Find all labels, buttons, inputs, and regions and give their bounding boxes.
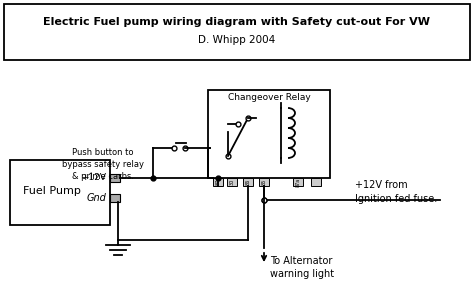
- Bar: [213, 178, 223, 186]
- Text: Gnd: Gnd: [86, 193, 106, 203]
- Text: 87: 87: [216, 179, 220, 185]
- Bar: [311, 178, 321, 186]
- Bar: [10, 160, 110, 225]
- Text: 30: 30: [229, 179, 235, 185]
- Text: Fuel Pump: Fuel Pump: [23, 186, 81, 196]
- Text: D. Whipp 2004: D. Whipp 2004: [199, 35, 275, 45]
- Text: Electric Fuel pump wiring diagram with Safety cut-out For VW: Electric Fuel pump wiring diagram with S…: [44, 17, 430, 27]
- Bar: [227, 178, 237, 186]
- Text: 87a: 87a: [295, 177, 301, 187]
- Bar: [293, 178, 303, 186]
- Bar: [208, 90, 330, 178]
- Text: 86: 86: [246, 179, 250, 185]
- Bar: [243, 178, 253, 186]
- Bar: [110, 194, 120, 202]
- Text: +12V: +12V: [81, 173, 106, 183]
- Bar: [259, 178, 269, 186]
- Text: 85: 85: [262, 179, 266, 185]
- Text: To Alternator
warning light: To Alternator warning light: [270, 256, 334, 279]
- Text: Changeover Relay: Changeover Relay: [228, 93, 310, 103]
- Text: +12V from
Ignition fed fuse.: +12V from Ignition fed fuse.: [355, 181, 437, 204]
- Bar: [110, 174, 120, 182]
- Bar: [4, 4, 470, 60]
- Text: Push button to
bypass safety relay
& prime carbs.: Push button to bypass safety relay & pri…: [62, 148, 144, 181]
